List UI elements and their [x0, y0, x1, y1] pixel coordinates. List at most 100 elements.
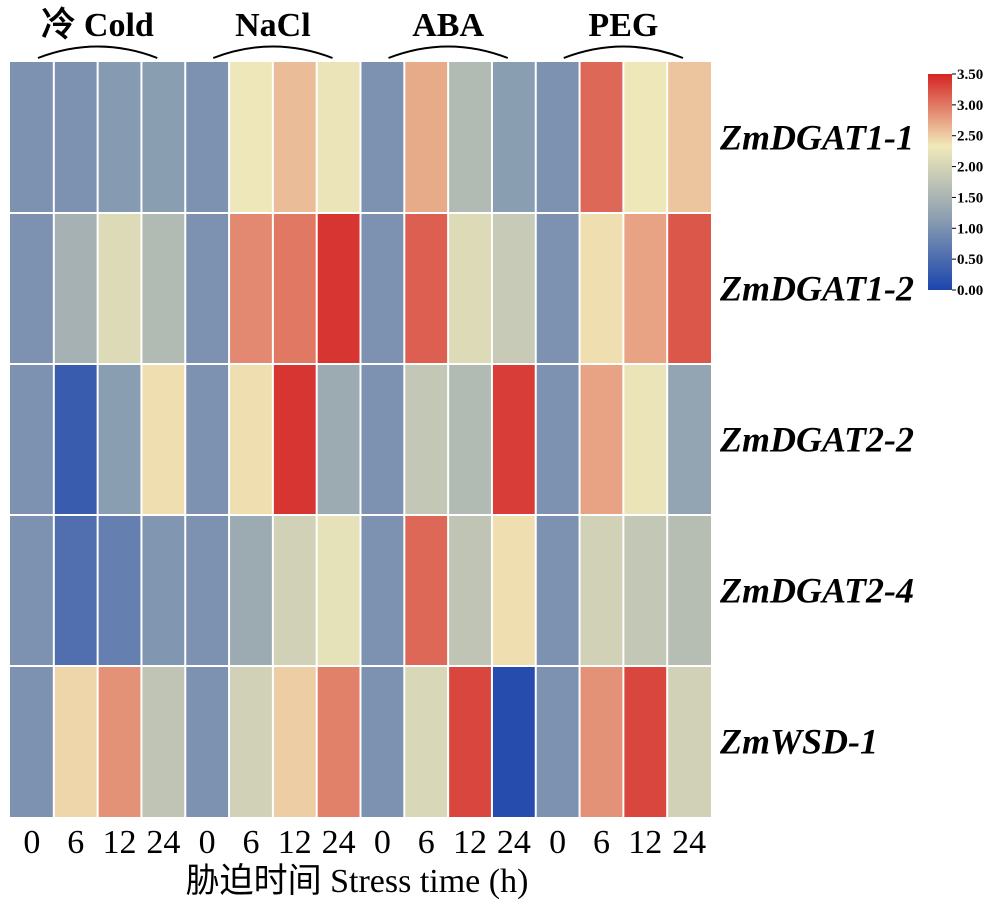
heatmap-cell	[667, 515, 711, 666]
heatmap-cell	[10, 364, 54, 515]
heatmap-cell	[316, 62, 361, 213]
x-tick-label: 24	[146, 824, 180, 861]
heatmap-cell	[667, 364, 711, 515]
heatmap-cell	[491, 364, 536, 515]
row-label: ZmWSD-1	[719, 722, 878, 762]
heatmap-cell	[579, 666, 624, 817]
heatmap-cell	[229, 62, 273, 213]
x-tick-label: 12	[628, 824, 662, 861]
colorbar: 0.00 0.50 1.00 1.50 2.00 2.50 3.00 3.50	[928, 67, 983, 299]
colorbar-gradient	[928, 74, 952, 290]
heatmap-cell	[141, 364, 186, 515]
heatmap-cell	[10, 515, 54, 666]
heatmap-cell	[272, 515, 317, 666]
heatmap-cell	[185, 515, 230, 666]
x-tick-label: 6	[418, 824, 435, 861]
heatmap-cell	[667, 62, 711, 213]
group-bracket	[212, 45, 333, 59]
row-labels: ZmDGAT1-1 ZmDGAT1-2 ZmDGAT2-2 ZmDGAT2-4 ZmWS…	[719, 118, 914, 762]
heatmap-cell	[185, 62, 230, 213]
heatmap-cell	[360, 666, 405, 817]
x-tick-label: 6	[593, 824, 610, 861]
heatmap-cell	[10, 666, 54, 817]
heatmap-cell	[448, 515, 492, 666]
x-tick-label: 0	[199, 824, 216, 861]
heatmap-cell	[360, 515, 405, 666]
heatmap-cell	[53, 515, 98, 666]
heatmap-cell	[185, 213, 230, 364]
heatmap-cell	[53, 62, 98, 213]
row-label: ZmDGAT1-1	[719, 118, 914, 158]
heatmap-cell	[97, 666, 142, 817]
heatmap-cell	[491, 62, 536, 213]
heatmap-cell	[360, 364, 405, 515]
heatmap-cell	[535, 213, 580, 364]
heatmap-cell	[579, 213, 624, 364]
heatmap-cell	[229, 364, 273, 515]
colorbar-tick-label: 1.50	[957, 190, 983, 206]
heatmap-cell	[272, 364, 317, 515]
colorbar-tick-label: 1.00	[957, 221, 983, 237]
x-axis-title: 胁迫时间 Stress time (h)	[186, 862, 529, 900]
group-label: NaCl	[235, 7, 311, 44]
heatmap-cell	[10, 62, 54, 213]
heatmap-cell	[667, 213, 711, 364]
heatmap-cell	[229, 666, 273, 817]
heatmap-cell	[316, 515, 361, 666]
group-labels: 冷 Cold NaCl ABA PEG	[37, 6, 684, 59]
x-tick-label: 0	[23, 824, 40, 861]
heatmap-cell	[360, 62, 405, 213]
heatmap-cell	[10, 213, 54, 364]
heatmap-cell	[448, 364, 492, 515]
heatmap-cell	[579, 515, 624, 666]
heatmap-cell	[491, 666, 536, 817]
heatmap-cell	[53, 666, 98, 817]
heatmap-cell	[623, 666, 668, 817]
heatmap-cell	[97, 213, 142, 364]
heatmap-cell	[535, 666, 580, 817]
heatmap-cell	[623, 62, 668, 213]
heatmap-cell	[141, 515, 186, 666]
colorbar-tick-label: 0.50	[957, 252, 983, 268]
heatmap-cell	[272, 213, 317, 364]
heatmap-cell	[404, 666, 449, 817]
heatmap-cell	[448, 213, 492, 364]
row-label: ZmDGAT2-2	[719, 420, 914, 460]
x-tick-label: 0	[374, 824, 391, 861]
heatmap-cell	[97, 62, 142, 213]
x-tick-label: 6	[242, 824, 259, 861]
heatmap-cell	[404, 364, 449, 515]
group-bracket	[37, 45, 158, 59]
heatmap-cell	[229, 213, 273, 364]
heatmap-cell	[491, 515, 536, 666]
heatmap-cell	[623, 364, 668, 515]
x-tick-label: 6	[67, 824, 84, 861]
heatmap-cell	[535, 364, 580, 515]
cell-gridlines	[10, 62, 711, 817]
heatmap-cell	[53, 364, 98, 515]
group-label: ABA	[412, 7, 484, 44]
heatmap-cell	[316, 666, 361, 817]
heatmap-cell	[404, 213, 449, 364]
colorbar-tick-label: 2.00	[957, 160, 983, 176]
heatmap-cell	[272, 62, 317, 213]
heatmap-cell	[185, 364, 230, 515]
group-label: PEG	[588, 7, 658, 44]
heatmap-cell	[97, 364, 142, 515]
x-tick-label: 12	[278, 824, 312, 861]
heatmap-cell	[141, 213, 186, 364]
heatmap-cell	[141, 62, 186, 213]
x-tick-labels: 0 6 12 24 0 6 12 24 0 6 12 24 0 6 12 24	[23, 824, 706, 861]
group-bracket	[563, 45, 684, 59]
x-tick-label: 24	[672, 824, 706, 861]
heatmap-cell	[579, 364, 624, 515]
heatmap-cell	[316, 364, 361, 515]
heatmap-cell	[272, 666, 317, 817]
row-label: ZmDGAT2-4	[719, 571, 914, 611]
heatmap-cell	[535, 62, 580, 213]
heatmap-cell	[404, 515, 449, 666]
colorbar-tick-label: 3.00	[957, 98, 983, 114]
heatmap-cell	[579, 62, 624, 213]
heatmap-cell	[185, 666, 230, 817]
